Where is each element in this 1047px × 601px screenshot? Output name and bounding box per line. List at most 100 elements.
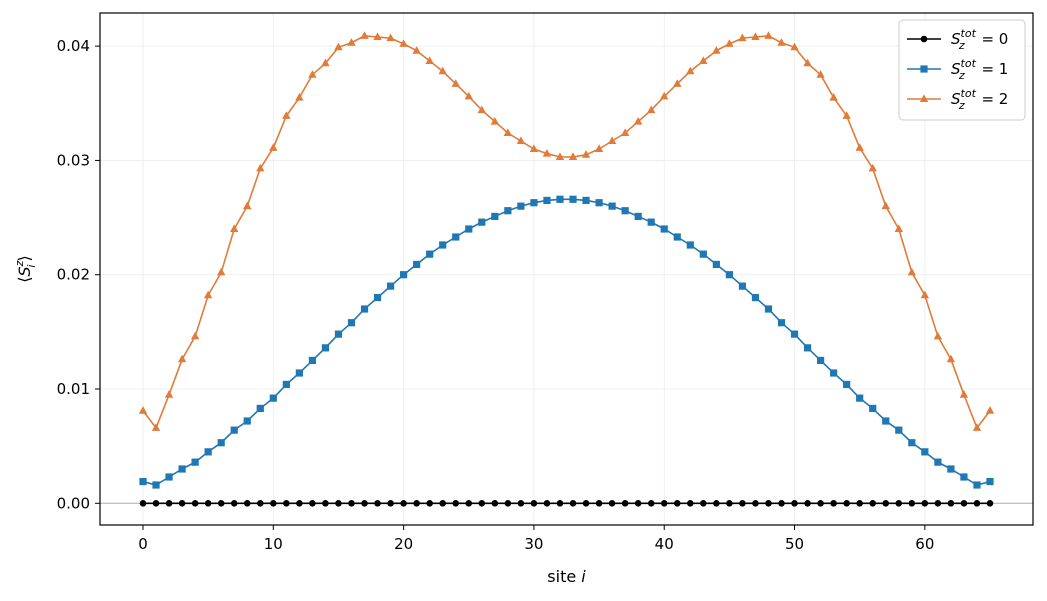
data-point	[816, 70, 825, 78]
data-point	[204, 499, 212, 507]
data-point	[256, 163, 265, 172]
data-point	[582, 499, 590, 507]
data-point	[882, 499, 890, 507]
series-line-1	[142, 198, 991, 486]
data-point	[751, 32, 760, 40]
data-point	[451, 79, 460, 87]
data-point	[725, 271, 733, 279]
y-tick-label: 0.04	[57, 37, 90, 55]
data-point	[660, 225, 668, 233]
data-point	[517, 202, 525, 210]
data-point	[569, 195, 577, 203]
data-point	[855, 143, 864, 151]
data-point	[191, 458, 199, 466]
data-point	[920, 290, 930, 299]
data-point	[178, 499, 186, 507]
data-point	[673, 499, 681, 507]
data-point	[542, 148, 552, 157]
x-tick-label: 50	[785, 535, 804, 553]
data-point	[673, 79, 682, 87]
data-point	[360, 305, 369, 313]
data-point	[607, 136, 617, 144]
data-point	[803, 344, 812, 352]
data-point	[634, 212, 642, 221]
data-point	[439, 241, 447, 249]
data-point	[895, 499, 903, 507]
data-point	[882, 417, 890, 425]
data-point	[842, 111, 851, 119]
data-point	[895, 426, 903, 434]
data-point	[973, 481, 981, 489]
data-point	[739, 499, 746, 507]
data-point	[361, 499, 368, 507]
data-point	[594, 144, 604, 152]
data-point	[191, 499, 199, 507]
data-point	[946, 354, 956, 363]
data-point	[543, 196, 551, 205]
data-point	[439, 499, 447, 507]
data-point	[230, 224, 239, 232]
x-axis-label: site i	[547, 567, 586, 586]
data-point	[295, 369, 303, 377]
data-point	[243, 499, 251, 507]
data-point	[829, 92, 838, 101]
data-point	[347, 319, 356, 327]
data-point	[374, 499, 381, 507]
data-point	[621, 207, 629, 215]
data-point	[282, 111, 291, 119]
data-point	[347, 38, 356, 46]
data-point	[699, 250, 707, 258]
data-point	[582, 196, 590, 205]
data-point	[869, 404, 877, 413]
data-point	[452, 499, 460, 507]
data-point	[843, 380, 851, 389]
legend-entry-2: Stot z = 2	[951, 87, 1008, 112]
x-tick-label: 30	[524, 535, 543, 553]
data-point	[738, 33, 747, 42]
data-point	[555, 152, 565, 160]
legend-marker	[920, 35, 928, 43]
plot-frame	[99, 12, 1034, 526]
data-point	[152, 481, 160, 489]
data-point	[256, 404, 264, 413]
data-point	[752, 499, 759, 507]
data-point	[296, 499, 303, 507]
y-tick-label: 0.03	[57, 151, 90, 169]
y-tick-label: 0.00	[57, 494, 90, 512]
legend-entry-1: Stot z = 1	[951, 57, 1008, 82]
data-point	[348, 499, 355, 507]
data-point	[569, 499, 577, 507]
data-point	[986, 477, 994, 486]
data-point	[308, 70, 317, 78]
data-point	[934, 458, 942, 466]
data-point	[725, 39, 734, 47]
data-point	[595, 199, 603, 207]
data-point	[516, 136, 526, 144]
data-point	[335, 499, 342, 507]
data-point	[438, 66, 447, 75]
data-point	[816, 356, 825, 365]
data-point	[321, 58, 330, 67]
data-point	[608, 499, 616, 507]
data-point	[308, 356, 317, 365]
x-tick-label: 40	[655, 535, 674, 553]
data-point	[777, 319, 786, 327]
data-point	[960, 499, 968, 507]
series-1	[139, 195, 994, 489]
data-point	[960, 473, 968, 481]
data-point	[243, 417, 251, 425]
data-point	[452, 233, 460, 241]
data-point	[973, 499, 981, 507]
data-point	[933, 331, 943, 340]
data-point	[830, 369, 838, 377]
data-point	[309, 499, 316, 507]
data-point	[503, 128, 513, 136]
data-point	[634, 499, 642, 507]
data-point	[387, 499, 394, 507]
series-0	[139, 499, 994, 507]
data-point	[138, 406, 148, 414]
data-point	[504, 499, 512, 507]
data-point	[399, 39, 408, 47]
legend-marker	[920, 65, 928, 73]
legend-box	[898, 19, 1026, 121]
